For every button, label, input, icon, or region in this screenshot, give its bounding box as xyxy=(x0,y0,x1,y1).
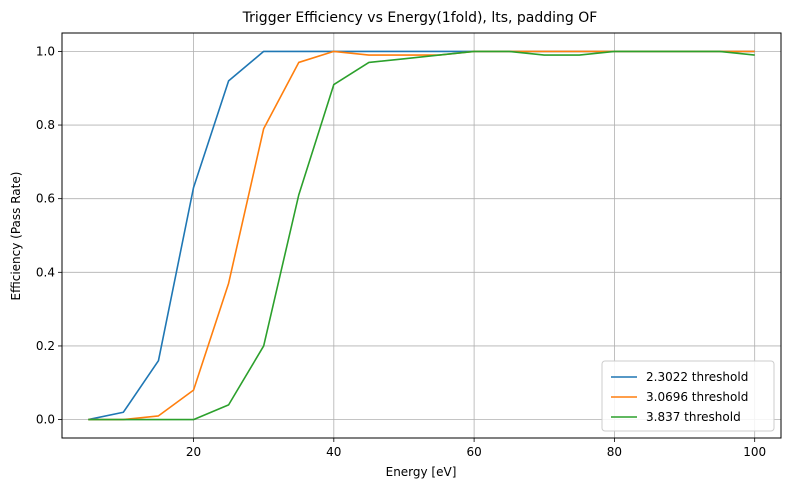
y-tick-label: 1.0 xyxy=(36,44,55,58)
legend-box xyxy=(601,360,775,432)
y-tick-label: 0.6 xyxy=(36,192,55,206)
x-axis-ticks: 20 40 60 80 100 xyxy=(186,438,766,459)
legend: 2.3022 threshold 3.0696 threshold 3.837 th… xyxy=(601,360,775,432)
y-axis-ticks: 0.0 0.2 0.4 0.6 0.8 1.0 xyxy=(36,44,62,427)
x-tick-label: 20 xyxy=(186,445,201,459)
y-tick-label: 0.4 xyxy=(36,265,55,279)
chart-title: Trigger Efficiency vs Energy(1fold), lts… xyxy=(242,10,598,26)
x-tick-label: 40 xyxy=(326,445,341,459)
series-line xyxy=(88,50,755,421)
series-layer xyxy=(88,50,755,421)
x-axis-label: Energy [eV] xyxy=(386,465,457,479)
x-tick-label: 80 xyxy=(607,445,622,459)
legend-label: 3.837 threshold xyxy=(646,410,741,424)
y-tick-label: 0.8 xyxy=(36,118,55,132)
y-axis-label: Efficiency (Pass Rate) xyxy=(9,172,23,301)
x-tick-label: 100 xyxy=(743,445,766,459)
y-tick-label: 0.2 xyxy=(36,339,55,353)
plot-area xyxy=(61,32,782,439)
x-tick-label: 60 xyxy=(466,445,481,459)
y-tick-label: 0.0 xyxy=(36,413,55,427)
legend-label: 2.3022 threshold xyxy=(646,370,748,384)
legend-label: 3.0696 threshold xyxy=(646,390,748,404)
